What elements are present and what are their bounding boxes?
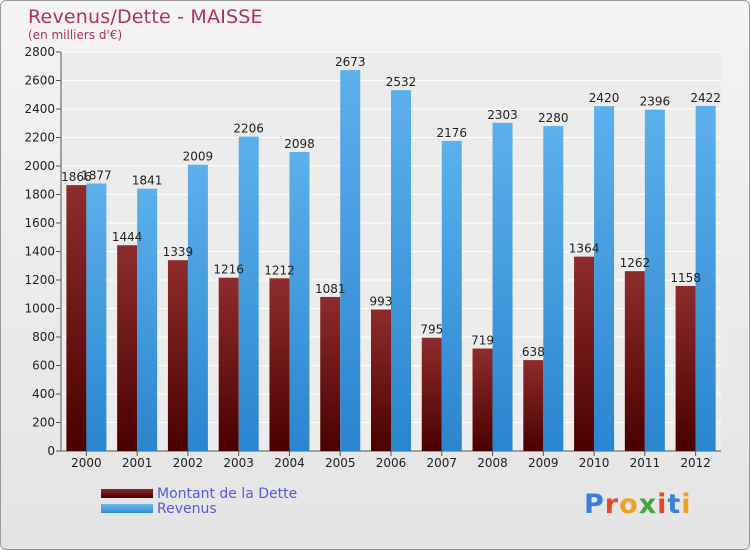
y-tick-label: 400 [32,387,55,401]
x-tick-label-2001: 2001 [122,456,153,470]
bar-debt-2006 [371,309,391,451]
data-label-revenue-2003: 2206 [233,122,264,136]
y-tick-label: 1800 [24,188,55,202]
x-tick-label-2005: 2005 [325,456,356,470]
y-tick-label: 200 [32,416,55,430]
bar-debt-2003 [218,277,239,451]
bar-revenue-2008 [492,122,513,451]
data-label-revenue-2009: 2280 [538,111,569,125]
legend-label-revenue: Revenus [157,500,217,517]
bar-debt-2004 [269,278,290,451]
bar-revenue-2011 [644,109,665,451]
x-tick-label-2012: 2012 [680,456,711,470]
bar-revenue-2004 [289,152,310,451]
x-tick-label-2011: 2011 [630,456,661,470]
data-label-revenue-2000: 1877 [81,169,112,183]
x-tick-label-2004: 2004 [274,456,305,470]
data-label-debt-2003: 1216 [213,263,244,277]
y-tick-label: 2400 [24,102,55,116]
bar-revenue-2003 [238,136,259,451]
logo-letter: i [681,489,692,520]
logo-letter: t [667,489,682,520]
x-tick-label-2000: 2000 [71,456,102,470]
y-tick-label: 2200 [24,131,55,145]
bar-revenue-2007 [441,140,462,452]
legend-swatch-revenue [101,504,153,513]
x-tick-label-2010: 2010 [579,456,610,470]
logo-letter: r [604,489,620,520]
bar-debt-2002 [167,260,188,451]
y-tick-label: 2600 [24,74,55,88]
data-label-debt-2009: 638 [522,345,545,359]
bar-revenue-2000 [86,183,107,451]
data-label-revenue-2004: 2098 [284,137,315,151]
y-tick-label: 1400 [24,245,55,259]
bar-debt-2010 [574,256,595,451]
data-label-debt-2012: 1158 [670,271,701,285]
bar-revenue-2006 [391,90,411,451]
data-label-revenue-2010: 2420 [589,91,620,105]
chart-subtitle: (en milliers d'€) [28,28,123,42]
bar-revenue-2002 [187,164,208,451]
data-label-debt-2005: 1081 [315,282,346,296]
x-tick-label-2008: 2008 [477,456,508,470]
data-label-revenue-2006: 2532 [386,75,417,89]
data-label-revenue-2012: 2422 [690,91,721,105]
y-tick-label: 0 [47,444,55,458]
bar-debt-2007 [421,337,442,451]
logo-letter: P [584,489,605,520]
y-tick-label: 1600 [24,216,55,230]
data-label-debt-2008: 719 [471,334,494,348]
bar-debt-2008 [472,348,493,451]
data-label-debt-2007: 795 [420,323,443,337]
chart-legend: Montant de la Dette Revenus [101,485,298,517]
x-tick-label-2009: 2009 [528,456,559,470]
bar-debt-2011 [624,271,645,451]
x-tick-label-2003: 2003 [223,456,254,470]
legend-swatch-debt [101,489,153,498]
data-label-revenue-2001: 1841 [132,174,163,188]
proxiti-logo: Proxiti [584,489,692,520]
legend-item-debt: Montant de la Dette [101,485,298,502]
legend-item-revenue: Revenus [101,500,297,517]
bar-revenue-2001 [137,188,158,451]
data-label-debt-2000: 1866 [61,170,92,184]
logo-letter: x [638,489,658,520]
bar-revenue-2005 [340,70,361,451]
y-tick-label: 1000 [24,302,55,316]
logo-letter: o [619,489,639,520]
y-tick-label: 600 [32,359,55,373]
bar-revenue-2010 [594,106,615,452]
bar-debt-2009 [523,360,544,451]
y-tick-label: 2800 [24,45,55,59]
y-tick-label: 2000 [24,159,55,173]
bar-debt-2012 [675,285,696,451]
data-label-debt-2001: 1444 [112,230,143,244]
data-label-revenue-2007: 2176 [436,126,467,140]
bar-revenue-2009 [543,126,564,451]
bar-debt-2001 [117,245,138,451]
data-label-debt-2002: 1339 [163,245,194,259]
x-tick-label-2002: 2002 [173,456,204,470]
data-label-revenue-2002: 2009 [183,150,214,164]
data-label-revenue-2011: 2396 [640,95,671,109]
data-label-debt-2010: 1364 [569,242,600,256]
x-tick-label-2007: 2007 [426,456,457,470]
data-label-revenue-2008: 2303 [487,108,518,122]
data-label-debt-2011: 1262 [620,256,651,270]
data-label-debt-2006: 993 [370,294,393,308]
data-label-debt-2004: 1212 [264,263,295,277]
logo-letter: i [657,489,668,520]
legend-label-debt: Montant de la Dette [157,485,298,502]
y-tick-label: 800 [32,330,55,344]
bar-revenue-2012 [695,105,716,452]
bar-debt-2000 [66,185,87,451]
chart-title: Revenus/Dette - MAISSE [28,6,263,28]
x-tick-label-2006: 2006 [376,456,407,470]
y-tick-label: 1200 [24,273,55,287]
bar-debt-2005 [320,296,341,451]
data-label-revenue-2005: 2673 [335,55,366,69]
